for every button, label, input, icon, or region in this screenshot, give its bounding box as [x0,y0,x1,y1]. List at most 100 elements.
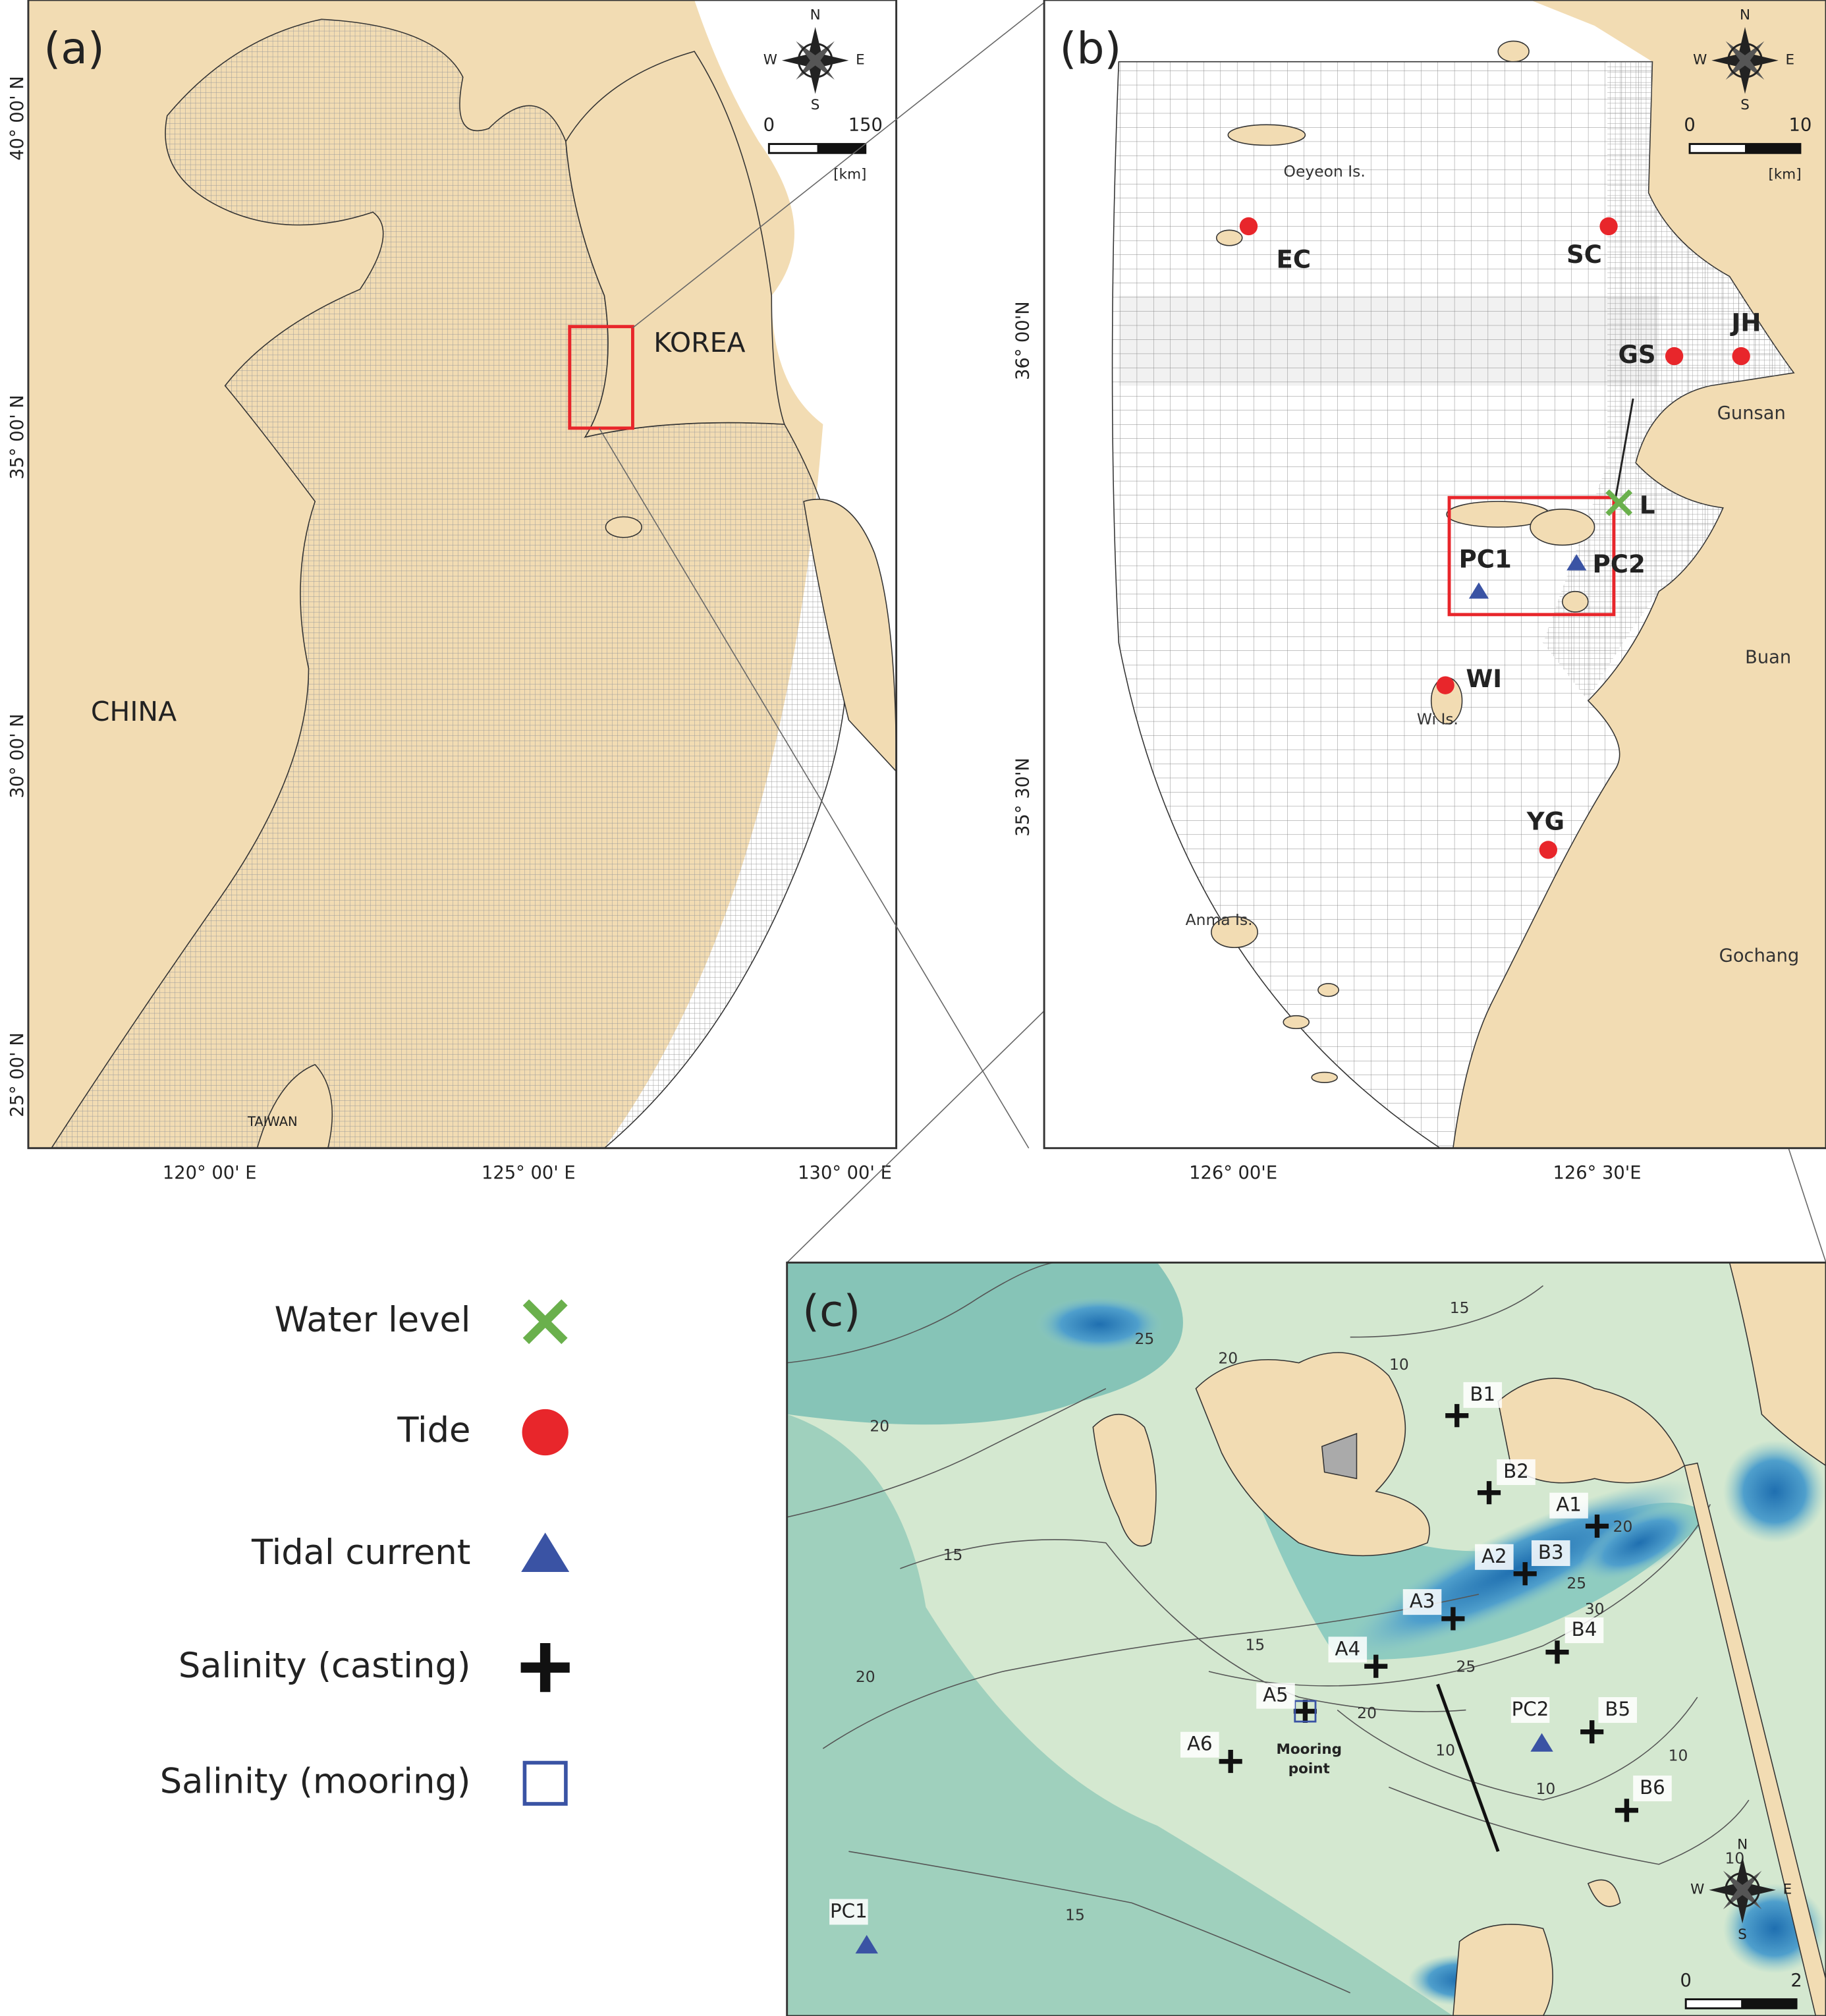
lon-tick-label: 120° 00' E [163,1163,257,1183]
station-label: B4 [1572,1618,1597,1640]
scale-label: 10 [1789,115,1812,136]
label-backing [1549,1492,1588,1519]
lat-tick-label: 40° 00' N [7,76,28,160]
legend [520,1299,570,1806]
station [1180,1731,1242,1774]
compass-letter: N [1737,1836,1748,1853]
legend-label: Tide [397,1411,470,1451]
casting-marker [1293,1699,1317,1723]
compass-ring [1727,42,1763,78]
mooring-label: point [1288,1760,1330,1777]
country-label: CHINA [91,696,177,727]
contour-line [900,1539,1466,1712]
scale-label: 2 [1790,1971,1802,1991]
land [256,1063,333,1148]
compass-ring [1725,1872,1760,1908]
station-label: WI [1466,665,1502,693]
lat-tick-label: 35° 00' N [7,395,28,479]
casting-marker [1364,1654,1388,1678]
transect [1436,1683,1500,1853]
contour-line [1337,1696,1698,1801]
contour-line [1388,1786,1750,1865]
place-label: Gunsan [1717,403,1786,424]
casting-marker [1513,1562,1537,1586]
station-label: PC1 [830,1899,868,1922]
station [1436,676,1454,694]
casting-marker [1441,1607,1465,1631]
island [1211,916,1258,949]
contour-label: 20 [1613,1517,1633,1536]
station-label: A4 [1335,1637,1360,1660]
compass-letter: S [1740,97,1750,113]
frame [1043,0,1826,1150]
station [1566,554,1587,571]
station [1615,1776,1672,1822]
contour-label: 25 [1566,1574,1586,1592]
casting-marker [1580,1720,1604,1744]
contour-label: 15 [1245,1635,1265,1654]
contour-label: 20 [856,1667,875,1686]
island [1497,40,1530,63]
station [1402,1589,1465,1631]
station-label: A2 [1481,1545,1507,1567]
contour-label: 15 [1450,1299,1470,1317]
current-marker [1530,1733,1553,1752]
station [1545,1617,1604,1664]
tide-marker [1436,676,1454,694]
station [1539,841,1558,859]
model-grid-dense [1119,295,1659,386]
compass [1709,1857,1776,1924]
station [1531,1540,1570,1566]
label-backing [829,1899,868,1925]
frame [786,1261,1826,2016]
scale-bar [1741,1999,1797,2009]
station [1475,1544,1537,1586]
label-backing [1475,1544,1514,1570]
contour-label: 20 [1218,1349,1238,1367]
station [1256,1683,1317,1723]
casting-marker [1585,1514,1609,1538]
model-grid [51,18,848,1148]
station-label: YG [1526,807,1564,835]
contour-label: 10 [1435,1741,1455,1759]
station [829,1899,878,1954]
station [1605,489,1633,517]
label-backing [1463,1382,1503,1408]
contour-label: 10 [1536,1779,1556,1798]
lon-tick-label: 130° 00' E [798,1163,892,1183]
mooring-marker [522,1760,568,1806]
station [1580,1697,1638,1744]
station [1599,217,1618,236]
contour-line [822,1594,1480,1749]
station-label: A5 [1263,1684,1288,1706]
island [1215,229,1243,246]
island [1227,124,1306,146]
land [1452,1924,1553,2016]
compass-letter: S [1738,1926,1747,1943]
label-backing [1531,1540,1570,1566]
zoom-box [568,325,634,430]
contour-label: 20 [870,1417,889,1436]
tide-marker [1732,347,1750,366]
compass-letter: W [1693,52,1707,69]
tide-marker [522,1409,568,1456]
contour-label: 25 [1134,1330,1154,1348]
land [803,499,897,773]
station-label: EC [1277,246,1312,274]
mooring-marker [1294,1700,1317,1723]
contour-line [1208,1503,1711,1687]
label-backing [1328,1637,1368,1663]
label-backing [1180,1731,1219,1758]
contour-line [1350,1285,1544,1338]
compass-letter: E [1786,52,1795,69]
station-label: GS [1618,341,1655,369]
scale-label: 0 [1684,115,1695,136]
station-label: A3 [1410,1590,1435,1612]
water-level-marker [522,1299,568,1345]
zoom-box [1447,495,1616,617]
legend-label: Water level [275,1300,471,1340]
station [1549,1492,1609,1538]
station [1665,347,1684,366]
scale-bar [1745,144,1800,154]
